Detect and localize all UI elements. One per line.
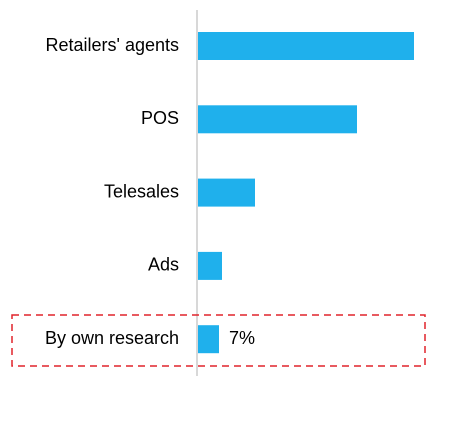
y-tick-label: Telesales [104,181,179,201]
bar [198,325,219,354]
y-tick-label: Retailers' agents [45,35,179,55]
bar [198,178,255,207]
y-tick-label: By own research [45,328,179,348]
bar [198,251,222,280]
bar [198,32,414,60]
bar [198,105,357,134]
y-tick-label: Ads [148,255,179,275]
y-tick-label: POS [141,108,179,128]
highlight-box [11,314,426,367]
value-label: 7% [229,328,255,348]
